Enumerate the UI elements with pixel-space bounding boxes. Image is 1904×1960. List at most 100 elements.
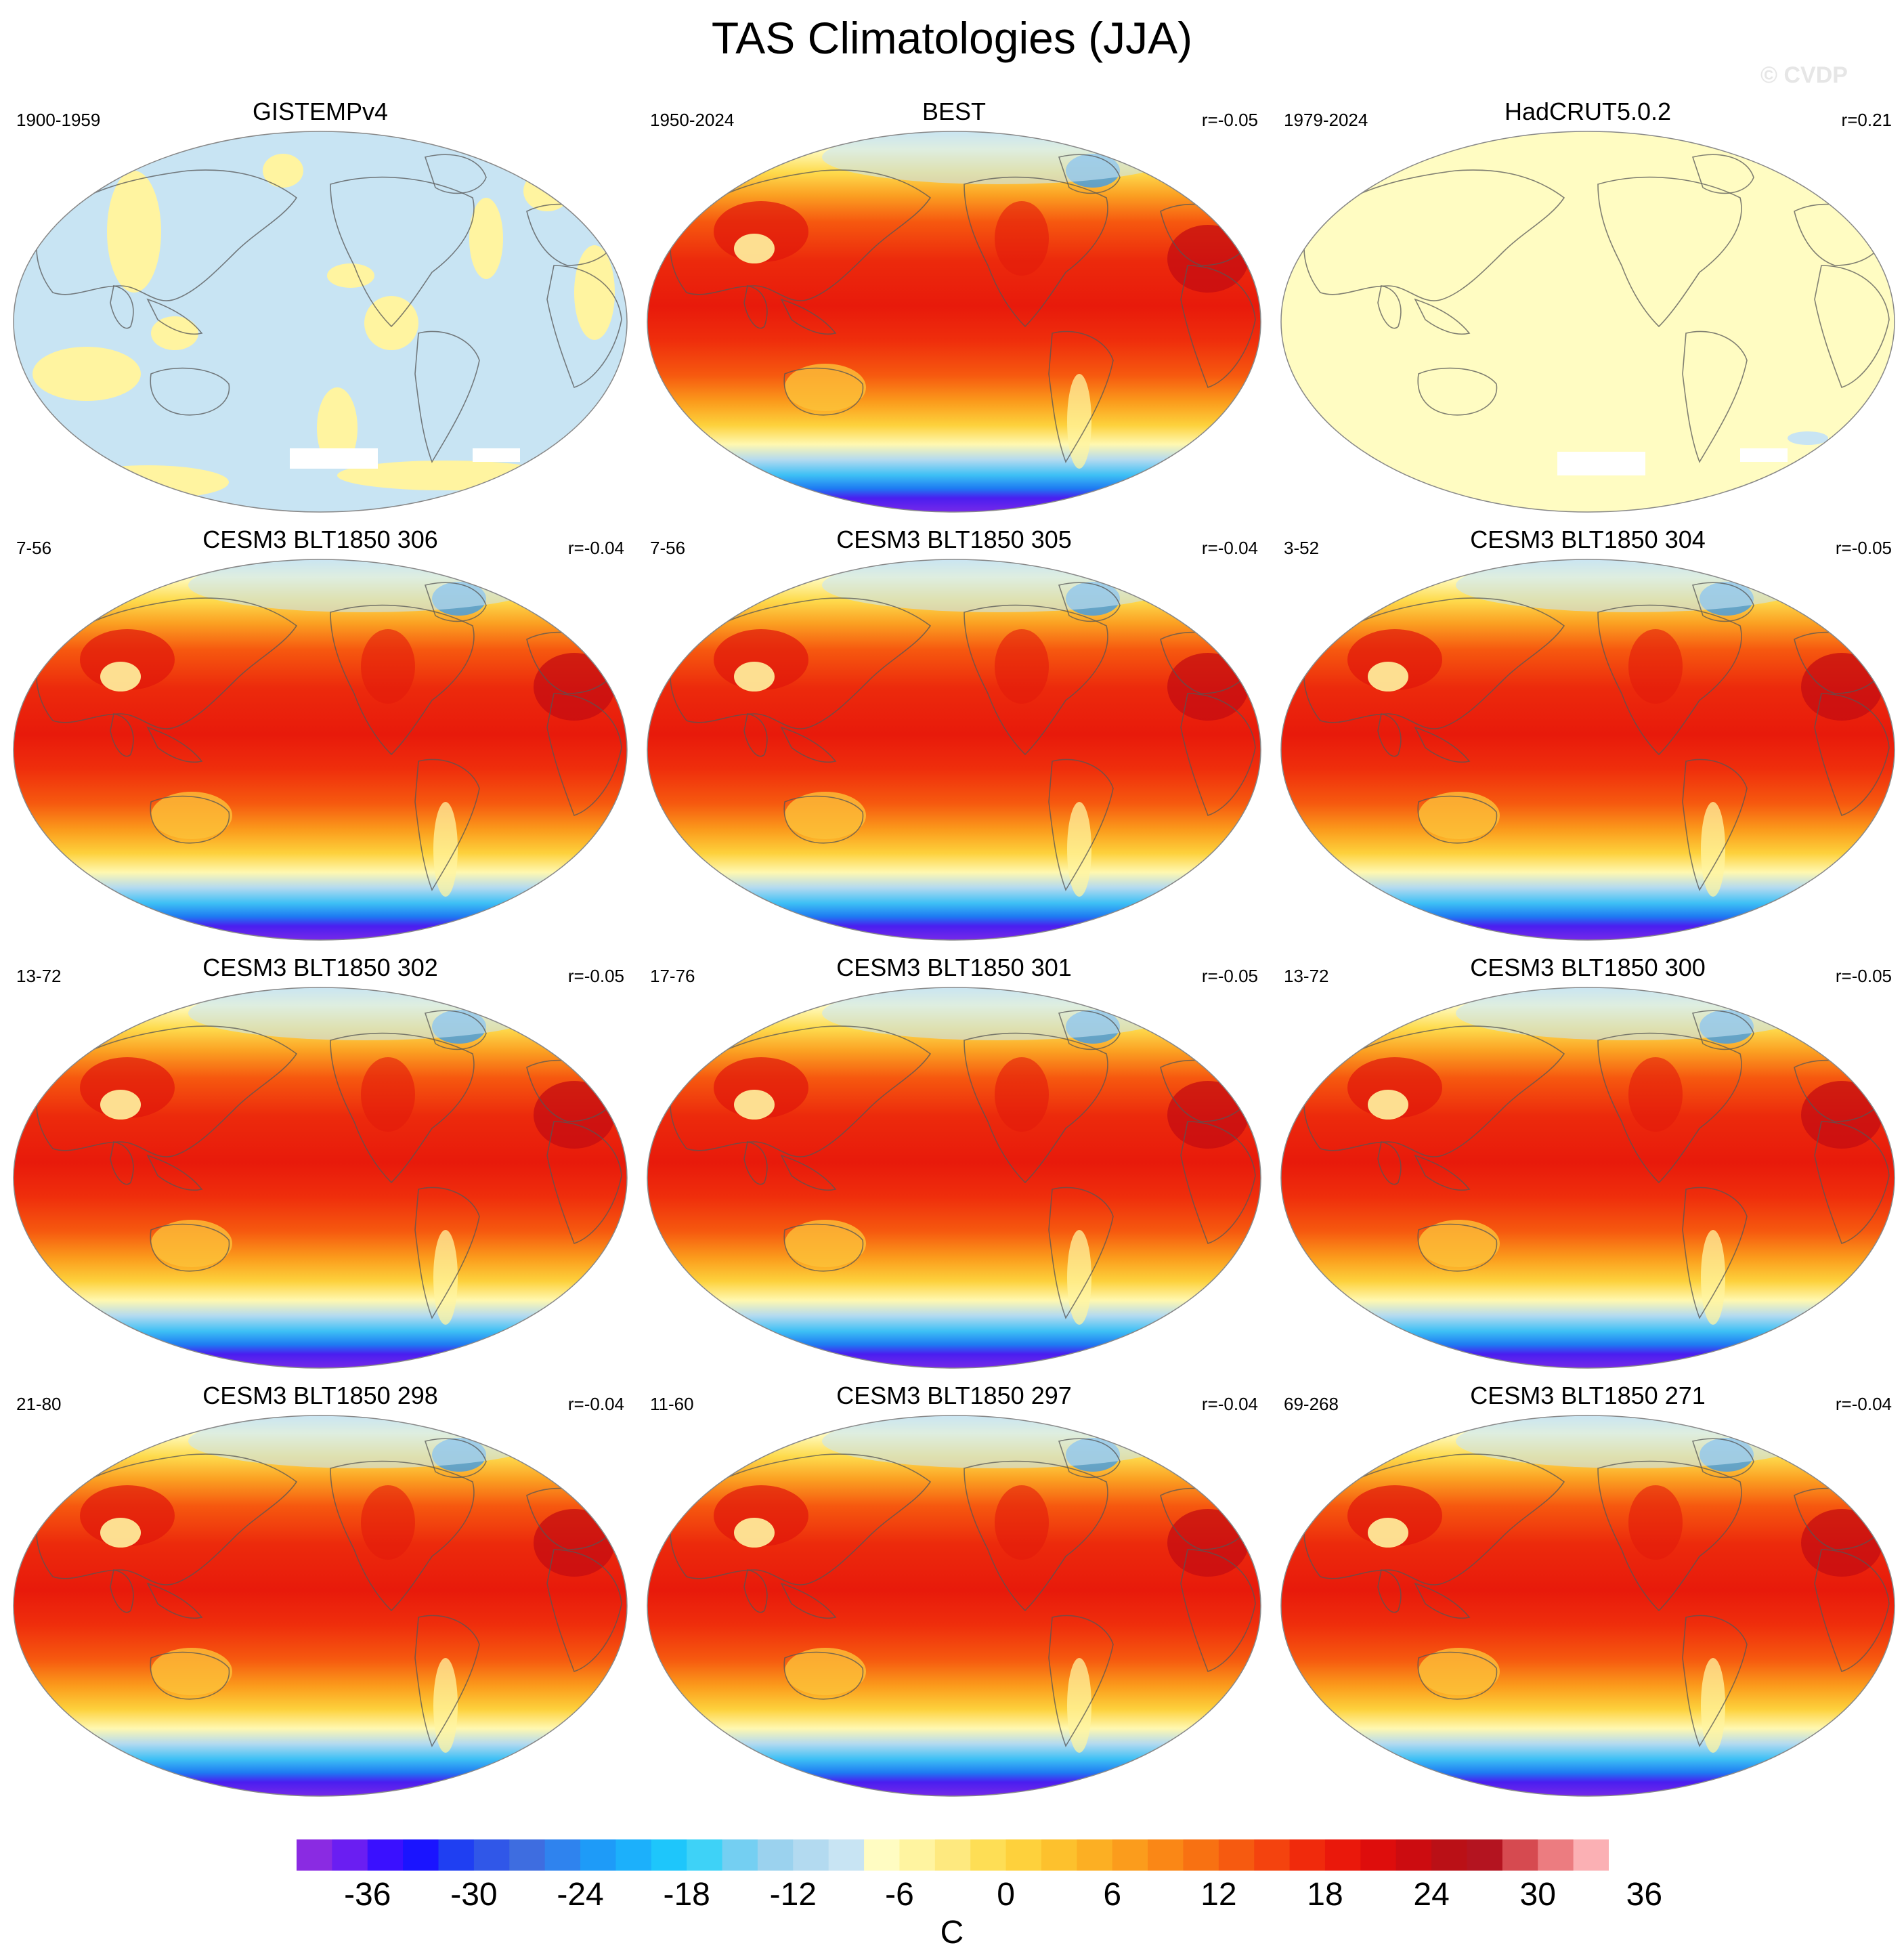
colorbar-bin	[651, 1839, 687, 1871]
panel-title: CESM3 BLT1850 300	[1470, 954, 1706, 981]
temperature-blob	[433, 1658, 458, 1753]
panel-years: 7-56	[16, 538, 52, 558]
panel-correlation: r=-0.05	[1201, 110, 1258, 130]
panel-years: 7-56	[650, 538, 686, 558]
map-panel: HadCRUT5.0.2 1979-2024 r=0.21	[1272, 92, 1904, 521]
colorbar-bin	[438, 1839, 475, 1871]
coastline-samerica	[414, 1187, 480, 1319]
coastline-asia	[36, 597, 298, 729]
coastline-seasia	[1414, 726, 1471, 763]
temperature-field	[647, 1415, 1261, 1796]
coastline-asia	[1303, 597, 1565, 729]
coastline-samerica	[414, 331, 480, 463]
coastline-africa	[1814, 265, 1890, 389]
coastline-samerica	[414, 1615, 480, 1747]
panel-correlation: r=-0.04	[1835, 1394, 1892, 1414]
coastline-india	[743, 1141, 768, 1185]
temperature-blob	[534, 653, 615, 721]
colorbar-tick: 6	[1103, 1877, 1122, 1913]
coastline-asia	[1303, 169, 1565, 301]
anomaly-patch	[574, 245, 615, 340]
anomaly-patch	[327, 263, 374, 288]
colorbar-bin	[544, 1839, 581, 1871]
panel-years: 11-60	[650, 1394, 694, 1414]
coastline-asia	[670, 1025, 932, 1157]
coastline-greenland	[1058, 154, 1121, 194]
temperature-field	[647, 987, 1261, 1368]
colorbar-tick: 0	[997, 1877, 1015, 1913]
panel-title: CESM3 BLT1850 305	[836, 526, 1072, 553]
panel-correlation: r=-0.05	[1835, 966, 1892, 986]
coastline-africa	[1180, 693, 1256, 817]
coastline-africa	[546, 693, 622, 817]
panel-correlation: r=-0.05	[567, 966, 624, 986]
temperature-blob	[1368, 662, 1408, 691]
temperature-blob	[995, 1485, 1049, 1560]
colorbar-bin	[367, 1839, 404, 1871]
coastline-greenland	[1691, 1438, 1754, 1478]
coastline-namerica	[964, 604, 1108, 756]
coastline-africa	[1814, 1121, 1890, 1245]
temperature-field	[647, 559, 1261, 940]
globe-outline	[13, 131, 628, 513]
temperature-blob	[433, 1230, 458, 1325]
map-panel: CESM3 BLT1850 306 7-56 r=-0.04	[4, 520, 636, 950]
panel-title: CESM3 BLT1850 271	[1470, 1382, 1706, 1409]
temperature-blob	[1167, 1081, 1249, 1149]
colorbar-bin	[473, 1839, 510, 1871]
temperature-blob	[534, 1509, 615, 1577]
coastline-australia	[783, 367, 864, 416]
panel-correlation: r=-0.04	[567, 538, 624, 558]
anomaly-patch	[469, 198, 503, 279]
globe-map	[647, 131, 1261, 513]
globe-outline	[13, 559, 628, 941]
coastline-greenland	[424, 154, 487, 194]
coastline-india	[743, 1569, 768, 1613]
colorbar-bin	[1005, 1839, 1042, 1871]
globe-map	[1280, 987, 1895, 1369]
panel-years: 1979-2024	[1284, 110, 1368, 130]
temperature-blob	[1167, 653, 1249, 721]
colorbar-tick: -36	[344, 1877, 391, 1913]
coastline-africa	[546, 1549, 622, 1673]
coastline-asia	[670, 1453, 932, 1585]
coastline-australia	[783, 1223, 864, 1272]
coastline-africa	[1180, 265, 1256, 389]
globe-outline	[1280, 987, 1895, 1369]
colorbar-bin	[1289, 1839, 1326, 1871]
colorbar-tick: 36	[1626, 1877, 1663, 1913]
temperature-field	[14, 559, 627, 940]
colorbar-tick: -24	[557, 1877, 604, 1913]
temperature-blob	[995, 201, 1049, 276]
temperature-blob	[151, 1648, 232, 1695]
map-panel: CESM3 BLT1850 298 21-80 r=-0.04	[4, 1376, 636, 1806]
coastline-greenland	[424, 582, 487, 622]
temperature-blob	[785, 364, 866, 411]
colorbar-tick: 24	[1413, 1877, 1450, 1913]
coastline-namerica	[330, 1032, 475, 1184]
watermark: © CVDP	[1760, 62, 1848, 88]
temperature-blob	[1701, 1658, 1725, 1753]
colorbar-bin	[1395, 1839, 1432, 1871]
map-panel: CESM3 BLT1850 304 3-52 r=-0.05	[1272, 520, 1904, 950]
panel-correlation: r=-0.04	[567, 1394, 624, 1414]
colorbar-bin	[1218, 1839, 1255, 1871]
colorbar-bin	[1254, 1839, 1291, 1871]
coastline-australia	[150, 367, 230, 416]
panel-years: 1950-2024	[650, 110, 735, 130]
coastline-samerica	[414, 759, 480, 891]
globe-outline	[1280, 559, 1895, 941]
temperature-field	[1281, 987, 1895, 1368]
temperature-blob	[1067, 1658, 1091, 1753]
globe-outline	[13, 1415, 628, 1797]
coastline-australia	[150, 795, 230, 844]
coastline-samerica	[1682, 1615, 1748, 1747]
colorbar-unit: C	[940, 1915, 964, 1951]
temperature-blob	[734, 662, 775, 691]
coastline-seasia	[1414, 1582, 1471, 1619]
coastline-seasia	[146, 298, 203, 335]
coastline-india	[1377, 1569, 1402, 1613]
colorbar-bin	[793, 1839, 829, 1871]
globe-outline	[647, 1415, 1261, 1797]
anomaly-patch	[364, 296, 418, 350]
